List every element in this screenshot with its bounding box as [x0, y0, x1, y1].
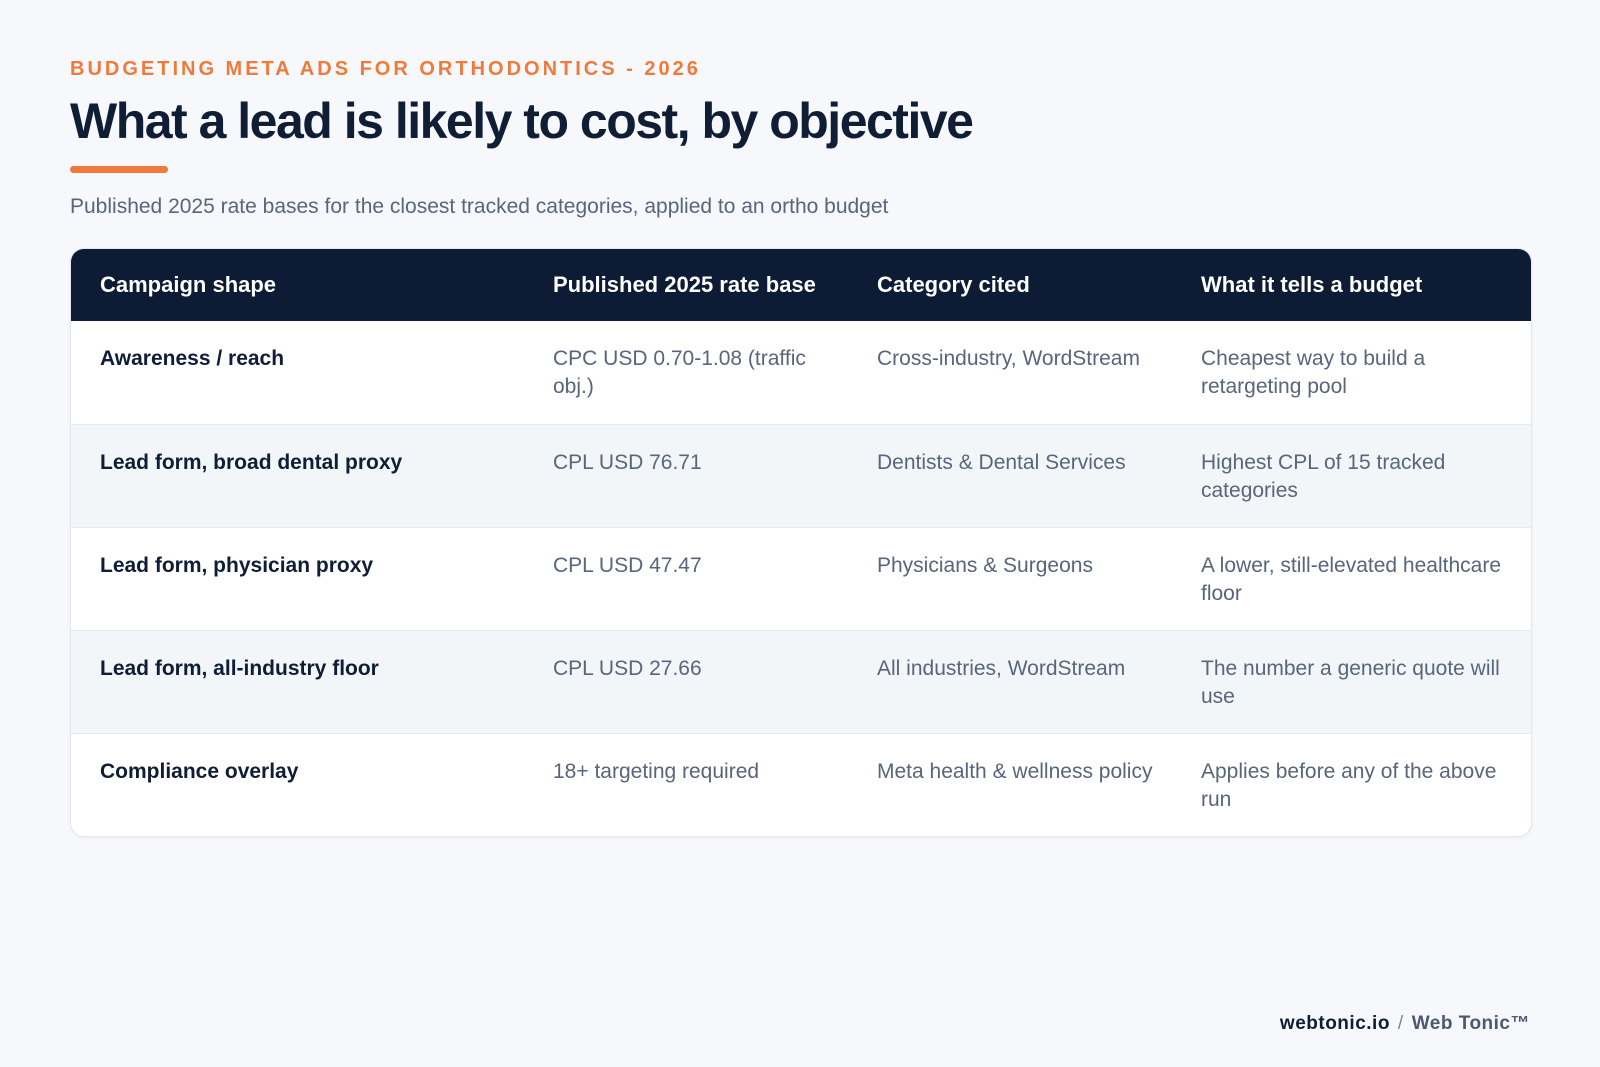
cell-category-cited: Dentists & Dental Services — [853, 423, 1177, 527]
cell-budget-meaning: Applies before any of the above run — [1177, 732, 1531, 836]
table-row: Awareness / reach CPC USD 0.70-1.08 (tra… — [71, 321, 1531, 424]
table-row: Lead form, broad dental proxy CPL USD 76… — [71, 423, 1531, 527]
cell-rate-base: CPL USD 27.66 — [529, 629, 853, 733]
cell-budget-meaning: Highest CPL of 15 tracked categories — [1177, 423, 1531, 527]
column-header-campaign-shape: Campaign shape — [100, 272, 277, 297]
table-header-row: Campaign shape Published 2025 rate base … — [71, 249, 1531, 321]
cell-campaign-shape: Awareness / reach — [100, 347, 285, 370]
cell-budget-meaning: Cheapest way to build a retargeting pool — [1201, 347, 1426, 398]
page-title: What a lead is likely to cost, by object… — [70, 93, 974, 149]
cell-category-cited: Cross-industry, WordStream — [877, 347, 1140, 370]
footer-site-link[interactable]: webtonic.io — [1279, 1013, 1390, 1034]
cell-campaign-shape: Lead form, broad dental proxy — [71, 423, 529, 527]
page-subtitle: Published 2025 rate bases for the closes… — [70, 195, 889, 218]
footer-brand: Web Tonic™ — [1411, 1013, 1530, 1034]
cost-table: Campaign shape Published 2025 rate base … — [71, 249, 1531, 836]
cell-rate-base: CPL USD 47.47 — [529, 526, 853, 630]
column-header-category-cited: Category cited — [877, 272, 1030, 297]
cell-rate-base: 18+ targeting required — [529, 732, 853, 836]
cell-budget-meaning: The number a generic quote will use — [1177, 629, 1531, 733]
table-row: Lead form, physician proxy CPL USD 47.47… — [71, 526, 1531, 630]
table-body: Awareness / reach CPC USD 0.70-1.08 (tra… — [71, 321, 1531, 836]
cell-rate-base: CPC USD 0.70-1.08 (traffic obj.) — [553, 347, 806, 398]
cell-budget-meaning: A lower, still-elevated healthcare floor — [1177, 526, 1531, 630]
eyebrow-label: BUDGETING META ADS FOR ORTHODONTICS - 20… — [70, 58, 701, 80]
title-accent-bar — [70, 166, 168, 173]
cell-category-cited: Physicians & Surgeons — [853, 526, 1177, 630]
cost-table-card: Campaign shape Published 2025 rate base … — [70, 248, 1532, 837]
table-row: Compliance overlay 18+ targeting require… — [71, 732, 1531, 836]
cell-campaign-shape: Lead form, all-industry floor — [71, 629, 529, 733]
cell-rate-base: CPL USD 76.71 — [529, 423, 853, 527]
table-row: Lead form, all-industry floor CPL USD 27… — [71, 629, 1531, 733]
column-header-rate-base: Published 2025 rate base — [553, 272, 816, 297]
cell-category-cited: Meta health & wellness policy — [853, 732, 1177, 836]
cell-category-cited: All industries, WordStream — [853, 629, 1177, 733]
footer-separator: / — [1397, 1013, 1404, 1034]
cell-campaign-shape: Lead form, physician proxy — [71, 526, 529, 630]
cell-campaign-shape: Compliance overlay — [71, 732, 529, 836]
table-header: Campaign shape Published 2025 rate base … — [71, 249, 1531, 321]
column-header-budget-meaning: What it tells a budget — [1201, 272, 1423, 297]
footer-credit: webtonic.io / Web Tonic™ — [1280, 1013, 1530, 1035]
